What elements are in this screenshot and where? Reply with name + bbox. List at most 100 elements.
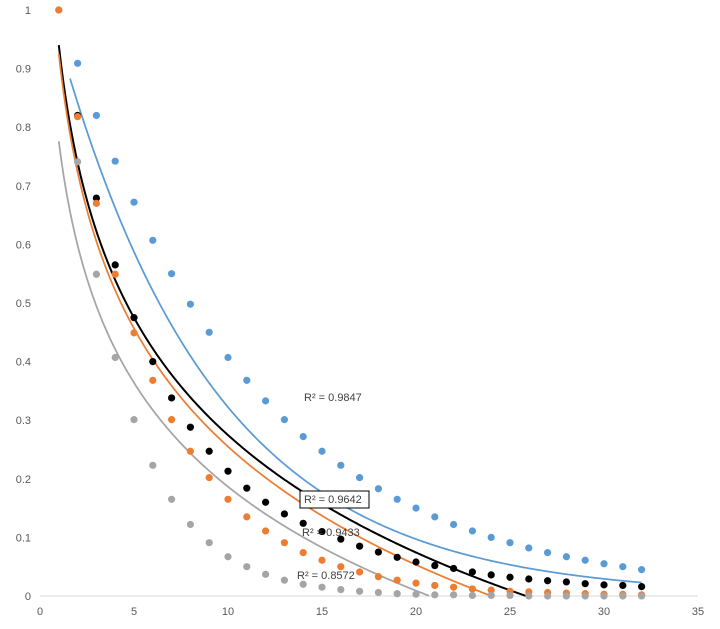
data-point-series-2 xyxy=(562,578,571,586)
data-point-series-1 xyxy=(393,495,401,503)
data-point-series-1 xyxy=(581,556,589,564)
data-point-series-1 xyxy=(412,504,420,512)
data-point-series-4 xyxy=(243,563,251,571)
x-tick-label: 30 xyxy=(598,606,610,618)
data-point-series-4 xyxy=(318,583,326,591)
data-point-series-3 xyxy=(412,579,420,587)
data-point-series-1 xyxy=(356,474,364,482)
data-point-series-2 xyxy=(186,423,194,431)
data-point-series-3 xyxy=(186,447,194,455)
data-point-series-4 xyxy=(130,416,138,424)
data-point-series-2 xyxy=(487,571,495,579)
data-point-series-3 xyxy=(111,270,119,278)
data-point-series-4 xyxy=(619,592,627,600)
data-point-series-1 xyxy=(544,549,552,557)
data-point-series-2 xyxy=(374,548,382,556)
data-point-series-1 xyxy=(525,544,533,552)
data-point-series-1 xyxy=(186,300,194,308)
data-point-series-2 xyxy=(130,314,138,322)
data-point-series-3 xyxy=(55,6,63,14)
data-point-series-4 xyxy=(468,591,476,600)
data-point-series-4 xyxy=(224,553,232,561)
data-point-series-1 xyxy=(600,560,608,568)
x-tick-label: 20 xyxy=(410,606,422,618)
data-point-series-1 xyxy=(638,566,646,574)
data-point-series-3 xyxy=(280,539,288,547)
data-point-series-3 xyxy=(149,376,157,384)
data-point-series-1 xyxy=(224,353,232,362)
data-point-series-4 xyxy=(356,587,364,595)
r-squared-label-1: R² = 0.9847 xyxy=(304,392,362,404)
data-point-series-1 xyxy=(374,485,382,493)
data-point-series-3 xyxy=(337,563,345,571)
data-point-series-4 xyxy=(431,591,439,599)
data-point-series-1 xyxy=(149,236,157,244)
r-squared-label-box xyxy=(299,490,370,509)
x-tick-label: 5 xyxy=(131,606,137,618)
trendline-4 xyxy=(57,141,430,597)
data-point-series-1 xyxy=(205,328,213,336)
data-point-series-1 xyxy=(487,533,495,542)
data-point-series-2 xyxy=(299,519,307,527)
data-point-series-4 xyxy=(111,353,119,362)
x-tick-label: 35 xyxy=(692,606,704,618)
data-point-series-3 xyxy=(393,576,401,584)
data-point-series-4 xyxy=(544,592,552,600)
data-point-series-4 xyxy=(92,270,100,278)
y-tick-label: 0.8 xyxy=(16,122,31,134)
trendlines xyxy=(57,45,642,598)
data-point-series-3 xyxy=(318,556,326,564)
data-point-series-1 xyxy=(74,59,82,67)
data-point-series-2 xyxy=(581,580,589,588)
y-tick-label: 0.6 xyxy=(16,239,31,251)
data-point-series-1 xyxy=(619,563,627,571)
data-point-series-1 xyxy=(318,447,326,455)
x-tick-label: 25 xyxy=(504,606,516,618)
trendline-3 xyxy=(57,53,492,597)
r-squared-label-4: R² = 0.8572 xyxy=(297,570,355,582)
data-point-series-4 xyxy=(506,591,514,600)
y-tick-label: 0.9 xyxy=(16,64,31,76)
data-point-series-2 xyxy=(450,564,458,573)
data-point-series-1 xyxy=(506,539,514,547)
data-point-series-2 xyxy=(243,484,251,492)
data-point-series-3 xyxy=(168,416,176,424)
data-point-series-4 xyxy=(186,520,194,529)
y-tick-label: 0.3 xyxy=(16,415,31,427)
data-point-series-3 xyxy=(205,474,213,482)
data-point-series-2 xyxy=(525,575,533,583)
data-point-series-2 xyxy=(224,467,232,475)
x-tick-label: 15 xyxy=(316,606,328,618)
data-point-series-2 xyxy=(280,510,288,518)
data-point-series-1 xyxy=(431,513,439,521)
axes: 0 5 10 15 20 25 30 35 0 0.1 0.2 0.3 0.4 0.5 0.6 0.7 0.8 0… xyxy=(16,5,704,618)
data-point-series-4 xyxy=(393,590,401,598)
data-point-series-4 xyxy=(600,592,608,600)
data-point-series-4 xyxy=(205,539,213,547)
data-point-series-2 xyxy=(356,542,364,550)
data-point-series-1 xyxy=(243,376,251,384)
y-tick-label: 1 xyxy=(25,5,31,17)
data-point-series-3 xyxy=(487,586,495,594)
data-point-series-2 xyxy=(506,573,514,581)
y-tick-label: 0 xyxy=(25,591,31,603)
data-point-series-3 xyxy=(356,568,364,576)
data-point-series-1 xyxy=(262,397,270,405)
data-point-series-1 xyxy=(280,416,288,424)
r-squared-label-2: R² = 0.9642 xyxy=(304,494,362,506)
data-point-series-2 xyxy=(111,261,119,269)
r-squared-label-3: R² = 0.9433 xyxy=(302,527,360,539)
data-point-series-4 xyxy=(74,158,82,166)
data-point-series-4 xyxy=(638,592,646,600)
y-tick-label: 0.4 xyxy=(16,357,31,369)
data-point-series-4 xyxy=(299,580,307,588)
data-point-series-4 xyxy=(168,495,176,503)
data-point-series-1 xyxy=(168,270,176,278)
data-point-series-3 xyxy=(299,549,307,557)
data-point-series-4 xyxy=(487,591,495,600)
data-point-series-1 xyxy=(299,433,307,441)
data-points xyxy=(55,6,646,600)
data-point-series-3 xyxy=(92,199,100,207)
data-point-series-2 xyxy=(393,553,401,561)
